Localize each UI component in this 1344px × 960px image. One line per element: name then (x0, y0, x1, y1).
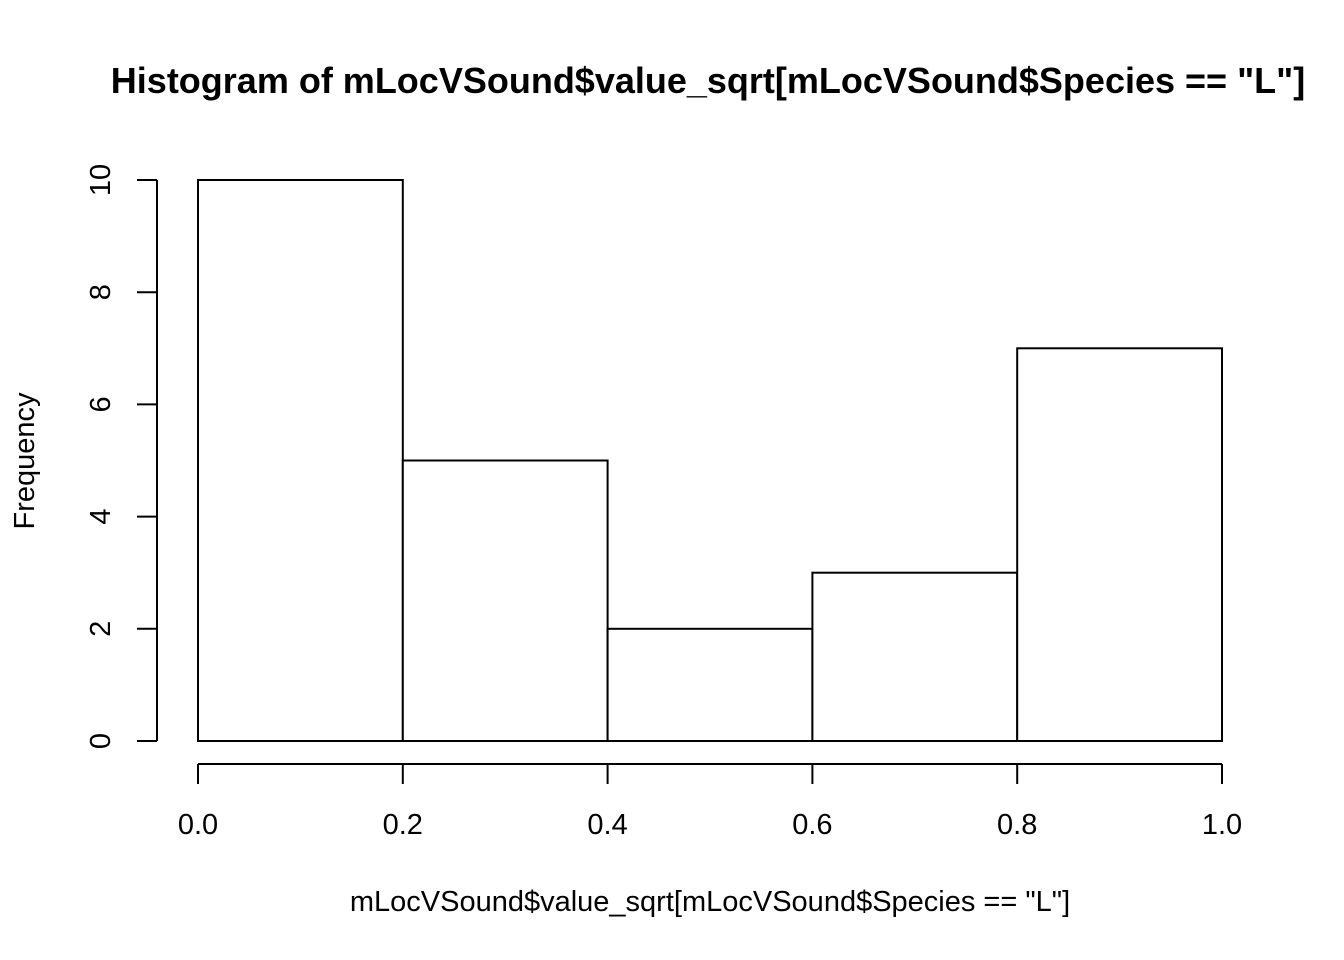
x-axis-label: mLocVSound$value_sqrt[mLocVSound$Species… (350, 886, 1070, 918)
y-tick-label-0: 0 (85, 733, 117, 749)
histogram-bar-5 (1016, 347, 1224, 742)
x-tick-label-0.4: 0.4 (587, 809, 627, 841)
y-tick-label-2: 2 (85, 621, 117, 637)
x-axis: 0.0 0.2 0.4 0.6 0.8 1.0 (178, 763, 1242, 841)
x-tick-label-0.8: 0.8 (997, 809, 1037, 841)
x-tick-label-0.2: 0.2 (383, 809, 423, 841)
y-tick-label-10: 10 (85, 164, 117, 196)
y-tick-label-6: 6 (85, 396, 117, 412)
x-tick-label-0.6: 0.6 (792, 809, 832, 841)
histogram-bar-4 (811, 571, 1019, 743)
histogram-bar-3 (606, 627, 814, 742)
y-axis: 0 2 4 6 8 10 (85, 164, 158, 749)
y-tick-label-4: 4 (85, 509, 117, 525)
y-tick-label-8: 8 (85, 284, 117, 300)
x-tick-label-0.0: 0.0 (178, 809, 218, 841)
x-tick-label-1.0: 1.0 (1202, 809, 1242, 841)
y-axis-label: Frequency (9, 392, 41, 530)
histogram-bar-2 (401, 459, 609, 742)
histogram-bar-1 (197, 179, 404, 742)
histogram-bars (197, 179, 1224, 743)
chart-title: Histogram of mLocVSound$value_sqrt[mLocV… (111, 60, 1305, 101)
